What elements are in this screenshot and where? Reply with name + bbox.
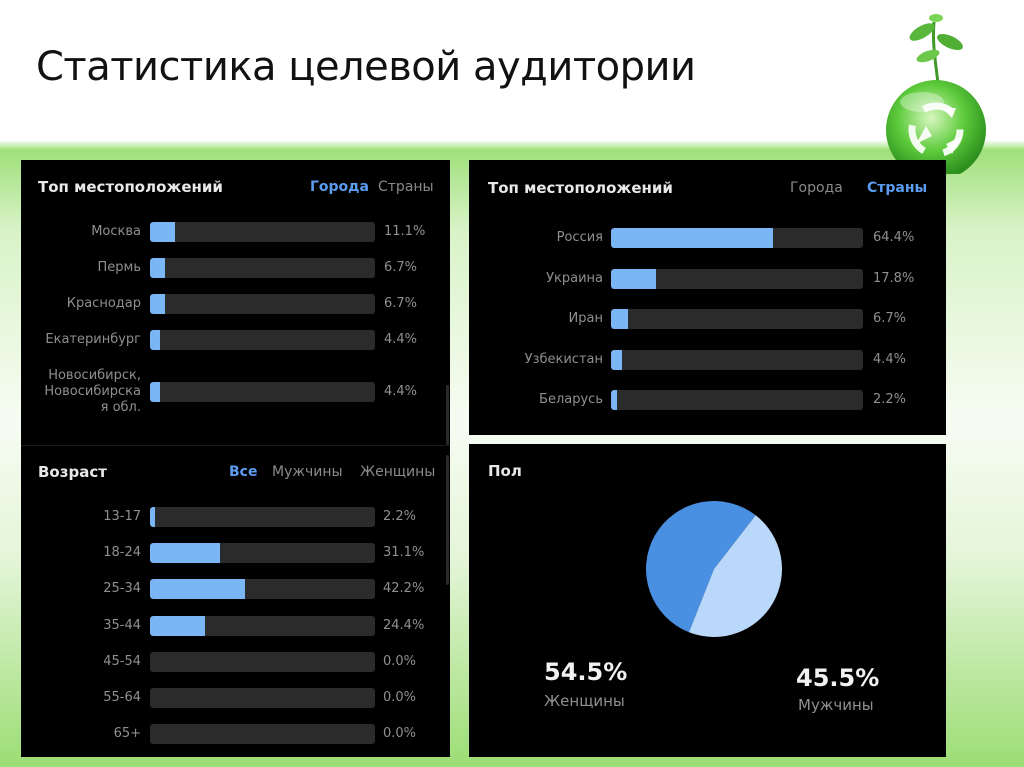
bar-track <box>611 228 863 248</box>
bar-fill <box>611 309 628 329</box>
age-panel-title: Возраст <box>38 463 107 481</box>
tab-countries[interactable]: Страны <box>867 180 928 196</box>
row-label: Новосибирск, Новосибирска я обл. <box>44 368 141 415</box>
row-label: 35-44 <box>103 617 141 633</box>
bar-value-label: 11.1% <box>384 224 426 239</box>
bar-fill <box>150 507 155 527</box>
row-label: 45-54 <box>103 653 141 669</box>
bar-value-label: 6.7% <box>384 260 418 275</box>
tab-all[interactable]: Все <box>229 464 258 480</box>
bar-fill <box>150 294 166 314</box>
bar-value-label: 4.4% <box>384 332 418 347</box>
bar-fill <box>150 382 160 402</box>
bar-track <box>150 651 375 672</box>
pie-slice-men <box>688 515 782 637</box>
bar-track <box>150 294 375 314</box>
gender-panel: Пол 54.5% Женщины 45.5% Мужчины <box>469 444 946 757</box>
row-label: 55-64 <box>103 690 141 705</box>
bar-value-label: 6.7% <box>873 311 907 326</box>
row-label: Россия <box>556 230 603 245</box>
bar-fill <box>150 330 160 350</box>
row-label: Иран <box>568 311 603 326</box>
cities-panel: Топ местоположений Города Страны Москва 1… <box>21 160 450 445</box>
bar-track <box>150 222 375 242</box>
gender-panel-title: Пол <box>488 462 522 480</box>
tab-countries[interactable]: Страны <box>378 179 434 195</box>
countries-panel-title: Топ местоположений <box>488 179 673 197</box>
bar-value-label: 2.2% <box>383 509 417 524</box>
bar-value-label: 4.4% <box>873 351 907 367</box>
bar-fill <box>611 349 623 370</box>
bar-fill <box>150 258 166 278</box>
bar-track <box>150 382 375 402</box>
row-label: Украина <box>546 270 603 286</box>
bar-value-label: 42.2% <box>383 581 425 597</box>
tab-women[interactable]: Женщины <box>360 464 436 480</box>
row-label: Беларусь <box>539 392 603 407</box>
bar-track <box>611 349 863 370</box>
bar-track <box>150 615 375 636</box>
slide-title: Статистика целевой аудитории <box>36 44 696 90</box>
row-label: Пермь <box>97 260 142 275</box>
bar-track <box>150 688 375 708</box>
row-label: 13-17 <box>103 509 141 524</box>
bar-fill <box>611 390 617 410</box>
bar-track <box>611 390 863 410</box>
row-label: Узбекистан <box>524 351 603 367</box>
tab-men[interactable]: Мужчины <box>272 464 343 480</box>
men-label: Мужчины <box>798 696 874 714</box>
row-label: Краснодар <box>66 296 141 311</box>
tab-cities[interactable]: Города <box>790 180 843 196</box>
bar-fill <box>150 579 245 600</box>
tab-cities[interactable]: Города <box>310 179 369 195</box>
countries-panel: Топ местоположений Города Страны Россия 6… <box>469 160 946 435</box>
bar-value-label: 17.8% <box>873 270 915 286</box>
bar-track <box>150 258 375 278</box>
bar-value-label: 31.1% <box>383 545 425 561</box>
cities-panel-title: Топ местоположений <box>38 178 223 196</box>
gender-pie-chart <box>646 501 782 637</box>
row-label: 18-24 <box>103 545 141 561</box>
bar-track <box>611 309 863 329</box>
bar-value-label: 0.0% <box>383 690 417 705</box>
women-label: Женщины <box>544 692 625 710</box>
row-label: Екатеринбург <box>45 332 141 347</box>
bar-track <box>150 543 375 564</box>
women-percent: 54.5% <box>544 658 628 686</box>
bar-fill <box>150 615 205 636</box>
bar-track <box>611 268 863 289</box>
bar-value-label: 24.4% <box>383 617 425 633</box>
recycle-globe-logo-icon <box>886 14 986 174</box>
men-percent: 45.5% <box>796 664 880 692</box>
bar-value-label: 2.2% <box>873 392 907 407</box>
divider <box>21 445 450 446</box>
row-label: 25-34 <box>103 581 141 597</box>
scrollbar[interactable] <box>446 385 449 445</box>
row-label: Москва <box>91 224 141 239</box>
bar-value-label: 64.4% <box>873 230 915 245</box>
age-panel: Возраст Все Мужчины Женщины 13-17 2.2% 18-… <box>21 445 450 757</box>
bar-value-label: 0.0% <box>383 726 417 742</box>
bar-track <box>150 330 375 350</box>
bar-track <box>150 724 375 745</box>
bar-value-label: 4.4% <box>384 384 418 399</box>
scrollbar[interactable] <box>446 455 449 585</box>
bar-track <box>150 579 375 600</box>
bar-fill <box>611 268 656 289</box>
bar-fill <box>611 228 774 248</box>
bar-fill <box>150 222 175 242</box>
bar-fill <box>150 543 220 564</box>
bar-track <box>150 507 375 527</box>
bar-value-label: 6.7% <box>384 296 418 311</box>
bar-value-label: 0.0% <box>383 653 417 669</box>
row-label: 65+ <box>113 726 141 742</box>
pie-slice-women <box>646 501 756 633</box>
